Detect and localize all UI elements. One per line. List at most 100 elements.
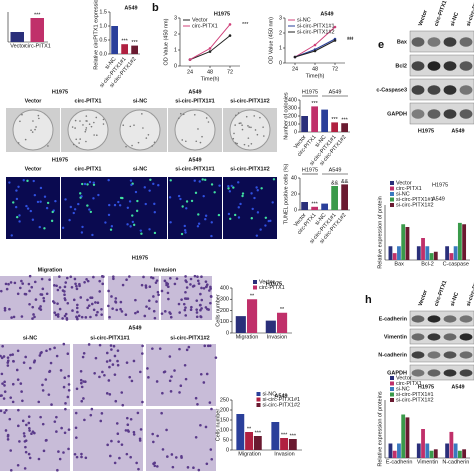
colony (259, 116, 261, 119)
cell (185, 348, 189, 352)
cell (130, 379, 134, 383)
colony (85, 129, 87, 131)
y-tick-label: 0 (226, 330, 229, 336)
band (459, 109, 473, 119)
colony (141, 113, 143, 115)
annotation: *** (242, 22, 249, 28)
cell (208, 344, 212, 348)
cell (9, 281, 13, 284)
cell (39, 415, 42, 419)
cell (204, 425, 208, 429)
nucleus (126, 223, 129, 226)
annotation: && (331, 180, 339, 186)
cell (153, 464, 157, 468)
colony (79, 138, 81, 140)
cell (115, 422, 119, 425)
cell (136, 310, 140, 314)
cell (170, 375, 173, 378)
cell (62, 451, 65, 454)
colony (248, 126, 251, 128)
y-axis-label: TUNEL positive cells (%) (283, 164, 289, 225)
cell (137, 467, 140, 471)
colony (74, 119, 77, 122)
cell (85, 277, 88, 281)
band (411, 369, 425, 377)
cell (169, 276, 172, 280)
cell (0, 354, 2, 358)
y-tick-label: 0 (294, 207, 297, 213)
nucleus (131, 214, 134, 217)
nucleus (79, 192, 82, 195)
cell (198, 303, 202, 307)
legend-label: Vector (396, 375, 412, 381)
band (459, 37, 473, 47)
bar (311, 206, 318, 210)
nucleus (80, 195, 83, 198)
colony (201, 135, 203, 138)
cell (143, 314, 147, 318)
label: GAPDH (387, 370, 407, 376)
cell (56, 315, 60, 318)
cell (92, 308, 96, 312)
legend-label: circ-PITX1 (396, 381, 422, 387)
nucleus (14, 205, 18, 209)
chart-title: A549 (274, 393, 287, 399)
cell (111, 363, 115, 366)
cell (147, 307, 151, 310)
cell (184, 377, 188, 381)
cell (65, 318, 69, 321)
nucleus (168, 196, 172, 199)
cell (20, 315, 24, 318)
band (443, 85, 457, 95)
cell (16, 349, 20, 353)
cell (17, 424, 20, 428)
chart-title: A549 (124, 5, 137, 11)
colony (263, 135, 265, 137)
label: c-Caspase3 (376, 87, 407, 93)
cell (48, 347, 52, 351)
cell (199, 423, 202, 427)
cell (30, 285, 34, 289)
bar (30, 18, 44, 42)
nucleus (255, 234, 259, 237)
x-tick-label: Bax (394, 261, 404, 267)
cell (144, 284, 148, 287)
bar (111, 26, 118, 54)
colony (85, 127, 88, 129)
cell (64, 312, 68, 316)
band (427, 109, 441, 119)
cell (110, 348, 113, 351)
y-tick-label: 300 (288, 105, 297, 111)
cell (9, 396, 13, 399)
cell (58, 286, 62, 289)
label: si-circ-PITX1#2 (170, 335, 209, 341)
cell (193, 274, 197, 278)
cell (60, 426, 63, 430)
colony (72, 143, 75, 146)
point (228, 34, 232, 37)
colony (125, 145, 127, 148)
colony (232, 137, 235, 140)
transwell-image (73, 409, 143, 471)
cell (125, 278, 128, 282)
transwell-image (146, 344, 216, 406)
bar (277, 312, 288, 333)
cell (199, 292, 202, 296)
cell (208, 289, 211, 292)
band (459, 351, 473, 359)
cell (58, 457, 62, 461)
cell (141, 344, 144, 348)
cell (3, 308, 7, 312)
label: E-cadherin (379, 316, 408, 322)
cell (65, 276, 69, 280)
nucleus (136, 199, 139, 203)
cell (178, 311, 181, 314)
cell (166, 282, 170, 286)
nucleus (153, 211, 156, 214)
label: si-circ-PITX1#1 (175, 166, 214, 172)
bar (341, 184, 348, 210)
cell (142, 275, 145, 279)
cell (3, 384, 6, 387)
colony (131, 144, 133, 147)
cell (101, 370, 104, 374)
